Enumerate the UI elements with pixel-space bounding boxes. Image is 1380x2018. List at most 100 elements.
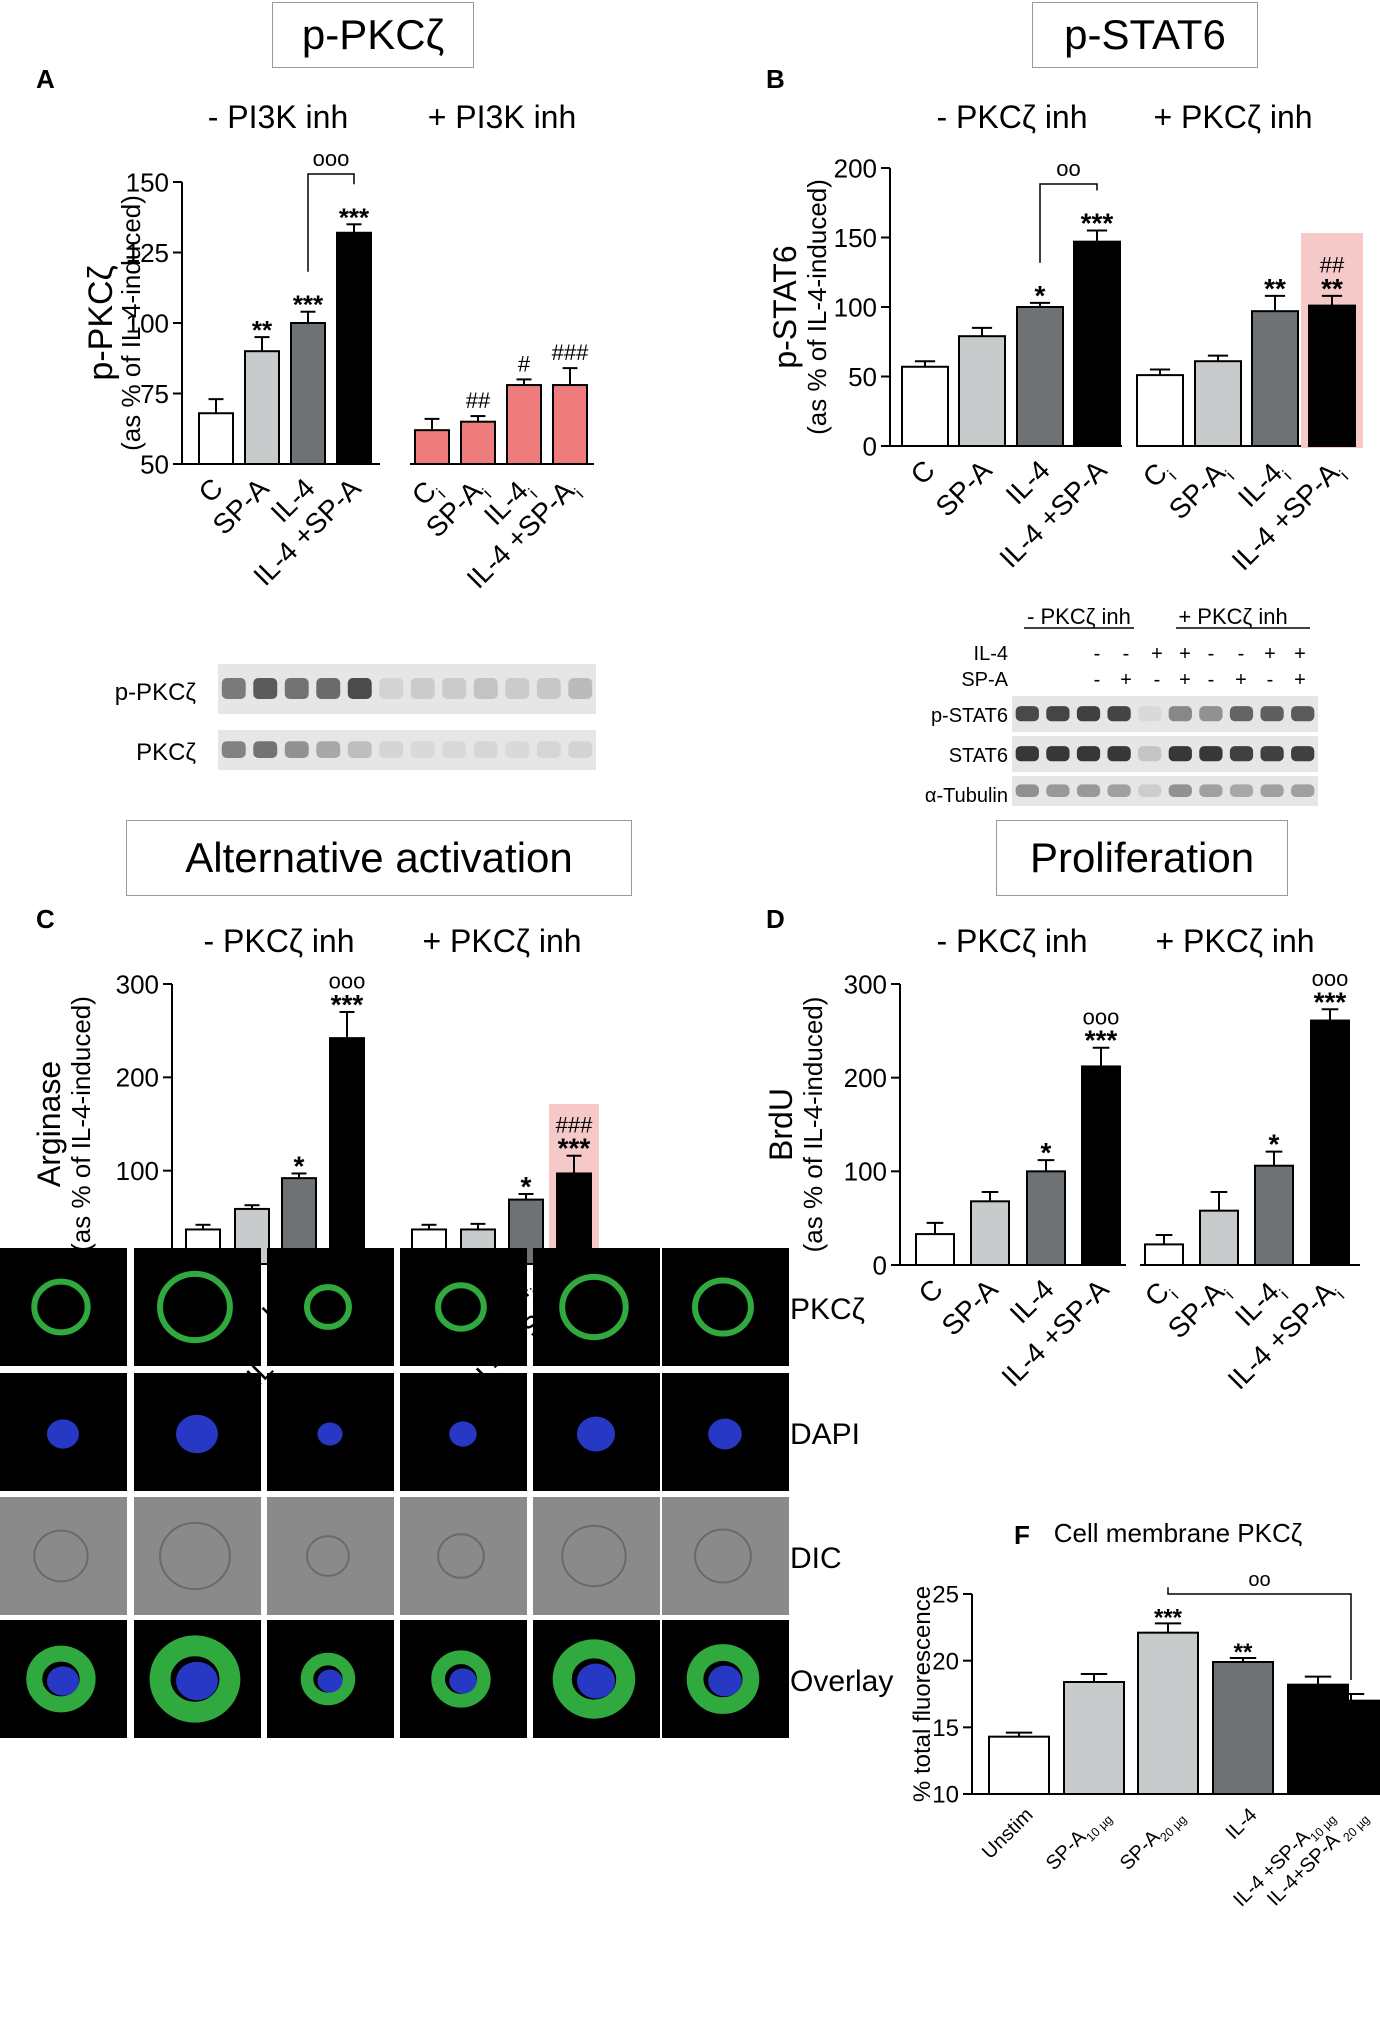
- blot-band: [1291, 746, 1315, 762]
- chart-B: 0 50 100 150 200 p-STAT6 (as % of IL-4-induced…: [767, 99, 1363, 576]
- blot-band: [505, 678, 530, 699]
- bar: [1137, 1631, 1199, 1795]
- micrograph-tile: [134, 1497, 261, 1615]
- significance-label: ###: [552, 340, 589, 365]
- significance-label: ooo: [1083, 1004, 1120, 1029]
- bar: [1026, 1170, 1066, 1267]
- significance-label: **: [1234, 1639, 1253, 1666]
- blot-band: [221, 678, 246, 699]
- category-label: SP-A: [930, 454, 998, 522]
- dic-cell-outline: [561, 1524, 627, 1588]
- blot-band: [253, 678, 278, 699]
- bar: [1320, 1699, 1380, 1795]
- bar: [1194, 360, 1242, 447]
- group-label: + PI3K inh: [428, 99, 577, 135]
- category-label-sub: 20 µg: [1340, 1812, 1372, 1844]
- bar: [1073, 240, 1121, 447]
- category-label-text: IL-4: [1222, 1804, 1262, 1844]
- blot-band: [284, 741, 309, 758]
- category-label-text: IL-4 +SP-A: [993, 454, 1113, 574]
- dic-cell-outline: [33, 1529, 89, 1583]
- significance-label: ***: [331, 989, 364, 1020]
- blot-ppkcz: [218, 664, 596, 714]
- category-label-main: C: [1139, 1276, 1175, 1312]
- category-label-text: SP-A10 µg: [1042, 1804, 1116, 1878]
- blot-band: [568, 678, 593, 699]
- category-label: SP-A10 µg: [1042, 1804, 1116, 1878]
- blot-sign: +: [1179, 643, 1191, 665]
- blot-background: [218, 730, 596, 770]
- panel-letter-b: B: [766, 64, 785, 94]
- blot-band: [1138, 706, 1162, 722]
- nucleus-signal: [576, 1663, 616, 1699]
- significance-label: ***: [1314, 986, 1347, 1017]
- micrograph-tile: [400, 1497, 527, 1615]
- micrograph-tile: [662, 1248, 789, 1366]
- y-tick-label: 100: [844, 1157, 887, 1187]
- dic-cell-outline: [159, 1521, 231, 1591]
- blot-band: [536, 678, 561, 699]
- micrograph-tile: [267, 1497, 394, 1615]
- category-label-sub: 10 µg: [1083, 1812, 1115, 1844]
- nucleus-signal: [449, 1668, 477, 1694]
- dic-cell-outline: [306, 1535, 350, 1577]
- bar: [1016, 306, 1064, 447]
- bar: [1063, 1681, 1125, 1795]
- blot-sign: -: [1238, 643, 1245, 665]
- group-label: + PKCζ inh: [422, 923, 581, 959]
- blot-row-label: STAT6: [949, 745, 1008, 767]
- group-label: - PKCζ inh: [203, 923, 354, 959]
- blot-band: [1076, 784, 1101, 797]
- bar: [1144, 1243, 1184, 1266]
- blot-band: [505, 741, 530, 758]
- bar: [901, 365, 949, 447]
- significance-label: *: [1035, 280, 1046, 311]
- dic-cell-outline: [437, 1533, 485, 1579]
- blot-row-label: PKCζ: [136, 739, 196, 766]
- micrograph-tile: [267, 1248, 394, 1366]
- significance-label: **: [252, 315, 273, 345]
- category-label: IL-4 +SP-Ai: [1222, 1276, 1349, 1396]
- bar: [1212, 1661, 1274, 1795]
- blot-stat6: [1012, 736, 1318, 772]
- blot-band: [347, 741, 372, 758]
- category-label-main: C: [1137, 457, 1173, 493]
- category-label-text: C: [905, 454, 941, 490]
- y-tick-label: 125: [126, 238, 169, 268]
- bar: [1081, 1065, 1121, 1266]
- bar: [290, 322, 326, 465]
- micrograph-tile: [400, 1248, 527, 1366]
- group-label: - PKCζ inh: [936, 99, 1087, 135]
- y-axis-label: p-PKCζ: [82, 265, 120, 380]
- category-label-text: SP-A: [930, 454, 998, 522]
- bracket-label: oo: [1056, 156, 1080, 181]
- y-tick-label: 100: [834, 292, 877, 322]
- cell-membrane-signal: [559, 1273, 629, 1341]
- cell-membrane-signal: [304, 1284, 352, 1330]
- blot-band: [1076, 746, 1101, 762]
- blot-band: [1046, 746, 1070, 762]
- panel-letter-d: D: [766, 904, 785, 934]
- row-label: DIC: [790, 1542, 842, 1575]
- blot-tubulin: [1012, 776, 1318, 806]
- category-label-text: SP-A20 µg: [1116, 1804, 1190, 1878]
- y-axis-label: Arginase: [31, 1061, 67, 1187]
- blot-band: [1168, 746, 1192, 762]
- row-label: PKCζ: [790, 1293, 865, 1326]
- significance-label: ooo: [329, 969, 366, 994]
- blot-band: [253, 741, 278, 758]
- nucleus-signal: [176, 1661, 218, 1701]
- y-tick-label: 20: [932, 1648, 959, 1675]
- blot-band: [442, 741, 467, 758]
- blot-sign: +: [1235, 669, 1247, 691]
- significance-label: ***: [339, 202, 370, 232]
- panel-letter-a: A: [36, 64, 55, 94]
- y-tick-label: 200: [844, 1063, 887, 1093]
- nucleus-signal: [176, 1414, 218, 1454]
- significance-label: ###: [556, 1112, 593, 1137]
- category-label: IL-4 +SP-A: [993, 454, 1113, 574]
- blot-sign: +: [1120, 669, 1132, 691]
- row-label: DAPI: [790, 1418, 860, 1451]
